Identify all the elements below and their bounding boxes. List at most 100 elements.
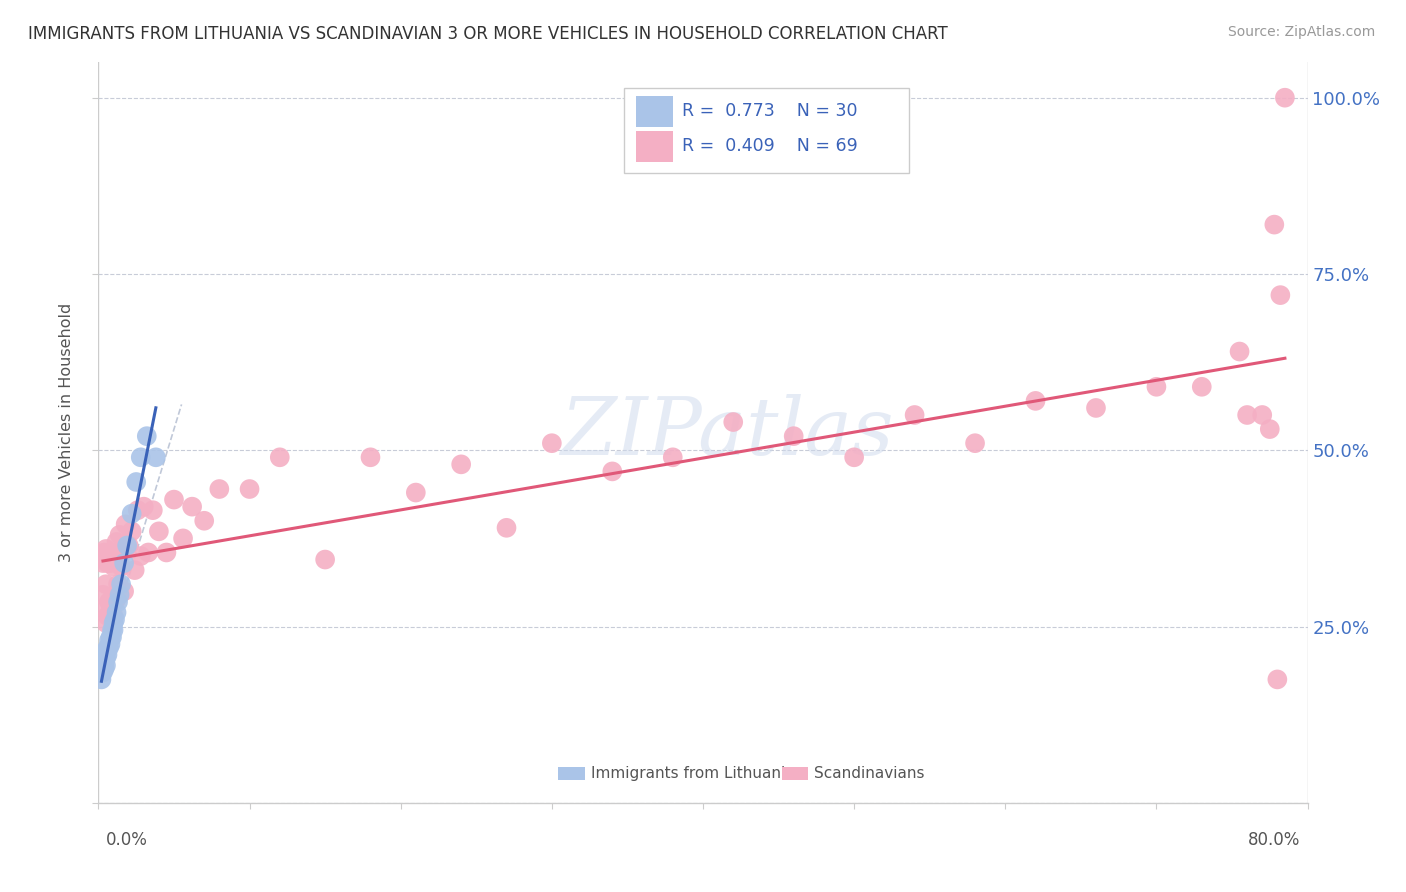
Bar [637, 95, 672, 127]
Point [1024, 393, 1046, 408]
Point [103, 623, 125, 637]
Point [450, 458, 472, 472]
Point [93, 662, 115, 676]
Point [1236, 408, 1258, 422]
Point [965, 436, 987, 450]
Point [104, 595, 127, 609]
Point [96, 556, 118, 570]
Point [105, 591, 128, 606]
Point [93, 545, 115, 559]
Point [129, 549, 152, 563]
Point [112, 556, 135, 570]
Point [107, 595, 129, 609]
Point [91, 588, 114, 602]
Point [155, 545, 177, 559]
Text: ZIPatlas: ZIPatlas [561, 394, 894, 471]
Point [540, 436, 562, 450]
Point [129, 450, 152, 465]
Point [148, 524, 170, 539]
Point [93, 602, 115, 616]
Point [1263, 218, 1285, 232]
Text: R =  0.409    N = 69: R = 0.409 N = 69 [682, 137, 858, 155]
Point [115, 538, 138, 552]
Point [136, 545, 159, 559]
Point [114, 517, 136, 532]
Point [121, 507, 143, 521]
Text: 80.0%: 80.0% [1249, 831, 1301, 849]
Point [100, 606, 122, 620]
Point [94, 615, 117, 630]
Point [208, 482, 231, 496]
Point [100, 637, 122, 651]
Point [783, 429, 806, 443]
Point [602, 464, 624, 478]
Text: Source: ZipAtlas.com: Source: ZipAtlas.com [1227, 25, 1375, 39]
Point [1085, 401, 1108, 415]
FancyBboxPatch shape [624, 88, 908, 173]
Point [111, 545, 134, 559]
Point [96, 648, 118, 662]
Point [105, 606, 128, 620]
Point [1191, 380, 1213, 394]
Point [104, 545, 127, 559]
Point [107, 577, 129, 591]
Point [94, 577, 117, 591]
Point [1270, 288, 1292, 302]
Y-axis label: 3 or more Vehicles in Household: 3 or more Vehicles in Household [59, 303, 75, 562]
Text: R =  0.773    N = 30: R = 0.773 N = 30 [682, 102, 858, 120]
Point [101, 630, 124, 644]
Point [269, 450, 291, 465]
Point [98, 595, 121, 609]
Point [94, 644, 117, 658]
Point [91, 665, 114, 680]
Text: IMMIGRANTS FROM LITHUANIA VS SCANDINAVIAN 3 OR MORE VEHICLES IN HOUSEHOLD CORREL: IMMIGRANTS FROM LITHUANIA VS SCANDINAVIA… [28, 25, 948, 43]
Point [110, 577, 132, 591]
Point [844, 450, 866, 465]
Bar [558, 766, 585, 780]
Bar [637, 131, 672, 162]
Point [103, 559, 125, 574]
Point [93, 655, 115, 669]
Point [96, 640, 118, 655]
Point [360, 450, 382, 465]
Point [98, 552, 121, 566]
Point [91, 658, 114, 673]
Point [132, 500, 155, 514]
Point [1258, 422, 1281, 436]
Point [96, 609, 118, 624]
Point [145, 450, 167, 465]
Point [103, 615, 125, 630]
Text: Scandinavians: Scandinavians [814, 765, 925, 780]
Point [172, 532, 194, 546]
Point [101, 549, 124, 563]
Point [181, 500, 204, 514]
Point [91, 556, 114, 570]
Point [904, 408, 927, 422]
Point [121, 524, 143, 539]
Point [239, 482, 262, 496]
Point [104, 612, 127, 626]
Point [100, 556, 122, 570]
Point [661, 450, 683, 465]
Point [135, 429, 157, 443]
Point [110, 559, 132, 574]
Point [105, 535, 128, 549]
Bar [782, 766, 808, 780]
Text: 0.0%: 0.0% [105, 831, 148, 849]
Point [100, 630, 122, 644]
Point [94, 541, 117, 556]
Point [1144, 380, 1167, 394]
Point [495, 521, 517, 535]
Point [193, 514, 215, 528]
Point [1229, 344, 1251, 359]
Point [103, 609, 125, 624]
Point [108, 528, 131, 542]
Point [723, 415, 745, 429]
Point [98, 640, 121, 655]
Point [94, 651, 117, 665]
Point [1274, 91, 1296, 105]
Point [125, 475, 148, 489]
Point [90, 673, 112, 687]
Point [108, 588, 131, 602]
Point [112, 584, 135, 599]
